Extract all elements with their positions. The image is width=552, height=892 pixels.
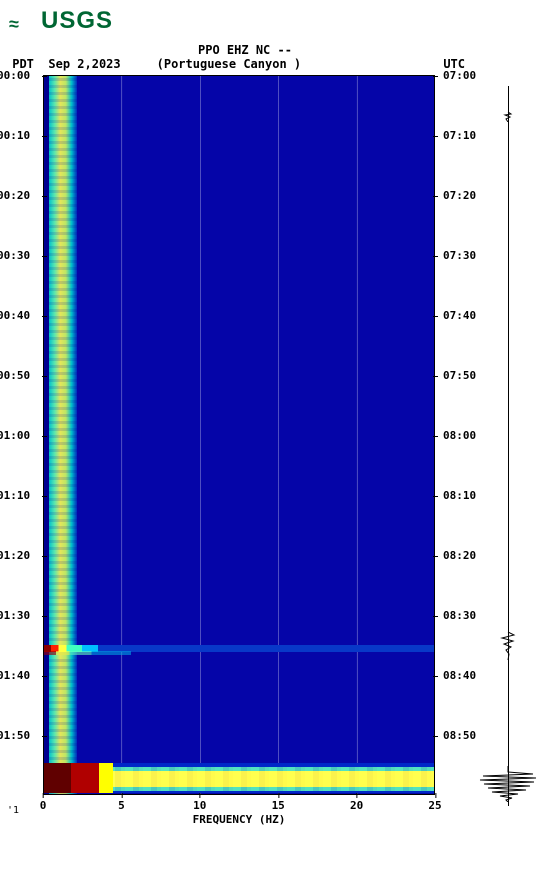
x-tick: 15 — [272, 799, 285, 812]
x-tick: 5 — [118, 799, 125, 812]
x-tick: 25 — [428, 799, 441, 812]
x-tick: 20 — [350, 799, 363, 812]
logo-wave-icon: ≈ — [9, 14, 41, 35]
seismic-event-0853 — [43, 763, 435, 793]
utc-tick: 08:10 — [443, 489, 483, 502]
grid-line — [200, 75, 201, 795]
grid-line — [357, 75, 358, 795]
grid-line — [278, 75, 279, 795]
pdt-tick: 00:00 — [0, 69, 37, 82]
grid-line — [121, 75, 122, 795]
logo-text: USGS — [41, 7, 113, 34]
pdt-tick: 01:00 — [0, 429, 37, 442]
station-name: (Portuguese Canyon ) — [157, 57, 302, 71]
pdt-tick: 01:10 — [0, 489, 37, 502]
utc-tick: 07:00 — [443, 69, 483, 82]
spectrogram-chart: 00:0000:1000:2000:3000:4000:5001:0001:10… — [43, 75, 435, 805]
seismic-event-0835-tail — [43, 651, 263, 655]
utc-tick: 07:40 — [443, 309, 483, 322]
pdt-tick: 00:50 — [0, 369, 37, 382]
utc-tick: 08:40 — [443, 669, 483, 682]
utc-tick: 08:20 — [443, 549, 483, 562]
x-tick: 0 — [40, 799, 47, 812]
seismo-wiggle — [478, 112, 538, 122]
pdt-tick: 00:30 — [0, 249, 37, 262]
pdt-tick: 01:30 — [0, 609, 37, 622]
chart-header: PPO EHZ NC -- PDT Sep 2,2023 (Portuguese… — [5, 43, 547, 71]
x-tick: 10 — [193, 799, 206, 812]
pdt-tick: 00:40 — [0, 309, 37, 322]
header-station-line: PPO EHZ NC -- — [55, 43, 435, 57]
pdt-tick: 00:20 — [0, 189, 37, 202]
pdt-tick: 00:10 — [0, 129, 37, 142]
utc-tick: 08:00 — [443, 429, 483, 442]
pdt-tick: 01:50 — [0, 729, 37, 742]
pdt-tick: 01:40 — [0, 669, 37, 682]
seismic-event-0853-core — [43, 763, 113, 793]
pdt-tick: 01:20 — [0, 549, 37, 562]
low-frequency-band — [49, 75, 77, 795]
x-axis: 0510152025 FREQUENCY (HZ) — [43, 795, 435, 835]
utc-tick: 08:50 — [443, 729, 483, 742]
seismogram-trace — [478, 86, 538, 806]
x-axis-label: FREQUENCY (HZ) — [43, 813, 435, 826]
seismo-event-large — [478, 766, 538, 802]
utc-tick: 07:10 — [443, 129, 483, 142]
utc-tick: 07:50 — [443, 369, 483, 382]
seismo-baseline — [508, 86, 509, 806]
utc-tick: 07:20 — [443, 189, 483, 202]
spectrogram-canvas — [43, 75, 435, 795]
seismo-wiggle — [478, 632, 538, 660]
usgs-logo: ≈USGS — [5, 5, 547, 37]
utc-tick: 07:30 — [443, 249, 483, 262]
utc-tick: 08:30 — [443, 609, 483, 622]
